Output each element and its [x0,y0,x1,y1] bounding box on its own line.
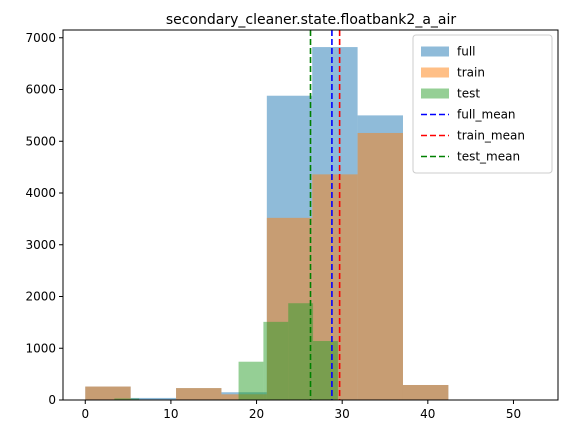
x-tick-label: 10 [163,407,178,421]
y-tick-label: 2000 [25,290,56,304]
y-tick-label: 6000 [25,83,56,97]
legend-label-full_mean: full_mean [457,108,516,122]
legend-swatch-full [421,47,449,57]
y-tick-label: 1000 [25,341,56,355]
x-tick-label: 40 [420,407,435,421]
legend-label-train: train [457,66,485,80]
bar-test-5 [239,362,264,400]
legend-label-test_mean: test_mean [457,150,520,164]
x-axis: 0 10 20 30 40 50 [81,400,521,421]
legend-swatch-train [421,68,449,78]
legend: full train test full_mean train_mean test_mea… [413,35,552,173]
y-tick-label: 3000 [25,238,56,252]
legend-label-train_mean: train_mean [457,129,525,143]
y-tick-label: 4000 [25,186,56,200]
y-tick-label: 7000 [25,31,56,45]
bar-train-0 [85,387,130,400]
y-tick-label: 0 [48,393,56,407]
y-axis: 0 1000 2000 3000 4000 5000 6000 7000 [25,31,63,407]
x-tick-label: 50 [506,407,521,421]
chart-title: secondary_cleaner.state.floatbank2_a_air [166,12,457,28]
legend-label-full: full [457,45,476,59]
x-tick-label: 0 [81,407,89,421]
legend-label-test: test [457,87,480,101]
legend-swatch-test [421,89,449,99]
bar-test-8 [313,341,338,400]
bar-test-6 [263,322,288,400]
bar-train-6 [358,133,403,400]
bar-test-7 [288,303,313,400]
bar-train-2 [176,388,221,400]
bar-train-7 [403,385,448,400]
x-tick-label: 30 [335,407,350,421]
y-tick-label: 5000 [25,134,56,148]
x-tick-label: 20 [249,407,264,421]
